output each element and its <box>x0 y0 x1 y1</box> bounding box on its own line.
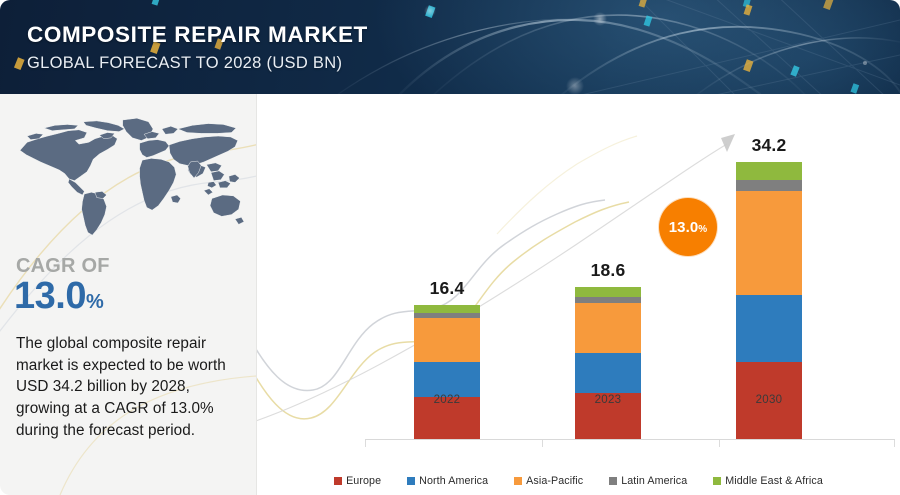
header-text-block: COMPOSITE REPAIR MARKET GLOBAL FORECAST … <box>27 22 368 73</box>
bar-group-2022[interactable]: 16.4 2022 <box>414 278 480 439</box>
legend-swatch-north-america <box>407 477 416 485</box>
bar-stack[interactable] <box>414 305 480 439</box>
bar-chart-plot: 16.4 2022 18.6 <box>257 94 900 495</box>
legend-label-europe: Europe <box>346 475 382 487</box>
bar-segment-north-america[interactable] <box>575 353 641 393</box>
cagr-bubble-unit: % <box>698 223 708 235</box>
bar-stack[interactable] <box>736 162 802 439</box>
bar-segment-asia-pacific[interactable] <box>736 191 802 295</box>
legend-swatch-asia-pacific <box>514 477 523 485</box>
bar-group-2030[interactable]: 34.2 2030 <box>736 135 802 439</box>
cagr-number: 13.0 <box>14 275 86 317</box>
legend-swatch-latin-america <box>609 477 618 485</box>
legend-item-north-america[interactable]: North America <box>407 475 488 487</box>
axis-tick <box>894 440 895 447</box>
bar-segment-europe[interactable] <box>575 393 641 439</box>
legend-item-middle-east-africa[interactable]: Middle East & Africa <box>713 475 823 487</box>
sidebar-panel: CAGR OF 13.0% The global composite repai… <box>0 94 256 495</box>
panel-divider <box>256 94 257 495</box>
legend-swatch-europe <box>334 477 343 485</box>
legend-swatch-middle-east-africa <box>713 477 722 485</box>
bar-segment-asia-pacific[interactable] <box>575 303 641 353</box>
chart-panel: 16.4 2022 18.6 <box>257 94 900 495</box>
bar-segment-latin-america[interactable] <box>736 180 802 191</box>
bar-total-label: 34.2 <box>751 135 787 155</box>
bar-total-label: 18.6 <box>590 260 626 280</box>
content-area: CAGR OF 13.0% The global composite repai… <box>0 94 900 495</box>
bar-segment-middle-east-africa[interactable] <box>414 305 480 313</box>
cagr-bubble-text: 13.0% <box>669 219 708 236</box>
axis-tick <box>542 440 543 447</box>
bar-stack[interactable] <box>575 287 641 439</box>
bar-segment-europe[interactable] <box>736 362 802 439</box>
legend-item-europe[interactable]: Europe <box>334 475 381 487</box>
bar-group-2023[interactable]: 18.6 2023 <box>575 260 641 439</box>
bar-segment-asia-pacific[interactable] <box>414 318 480 362</box>
legend-item-latin-america[interactable]: Latin America <box>609 475 687 487</box>
market-description: The global composite repair market is ex… <box>16 335 226 439</box>
bar-segment-europe[interactable] <box>414 397 480 439</box>
world-map-icon <box>12 112 244 244</box>
x-axis-label-2022: 2022 <box>433 394 461 406</box>
growth-arrow <box>257 134 735 422</box>
bar-total-label: 16.4 <box>429 278 465 298</box>
header-banner: COMPOSITE REPAIR MARKET GLOBAL FORECAST … <box>0 0 900 94</box>
chart-legend: Europe North America Asia-Pacific Latin … <box>257 470 900 492</box>
axis-tick <box>719 440 720 447</box>
bar-segment-latin-america[interactable] <box>414 313 480 318</box>
bar-segment-north-america[interactable] <box>736 295 802 362</box>
legend-label-asia-pacific: Asia-Pacific <box>526 475 584 487</box>
legend-label-middle-east-africa: Middle East & Africa <box>725 475 823 487</box>
legend-label-latin-america: Latin America <box>621 475 688 487</box>
axis-tick <box>365 440 366 447</box>
header-network-graphic <box>13 0 900 94</box>
cagr-value: 13.0% <box>14 275 104 317</box>
bar-segment-middle-east-africa[interactable] <box>736 162 802 180</box>
x-axis-label-2023: 2023 <box>594 394 622 406</box>
legend-label-north-america: North America <box>419 475 489 487</box>
cagr-bubble[interactable]: 13.0% <box>659 198 717 256</box>
page-title: COMPOSITE REPAIR MARKET <box>27 22 368 47</box>
bar-segment-middle-east-africa[interactable] <box>575 287 641 297</box>
bar-segment-north-america[interactable] <box>414 362 480 397</box>
page-subtitle: GLOBAL FORECAST TO 2028 (USD BN) <box>27 53 343 72</box>
x-axis-line <box>365 439 895 440</box>
cagr-percent-sign: % <box>85 291 104 313</box>
cagr-bubble-value: 13.0 <box>668 218 699 236</box>
x-axis-label-2030: 2030 <box>755 394 783 406</box>
cagr-label: CAGR OF <box>16 255 110 277</box>
legend-item-asia-pacific[interactable]: Asia-Pacific <box>514 475 583 487</box>
bar-segment-latin-america[interactable] <box>575 297 641 303</box>
